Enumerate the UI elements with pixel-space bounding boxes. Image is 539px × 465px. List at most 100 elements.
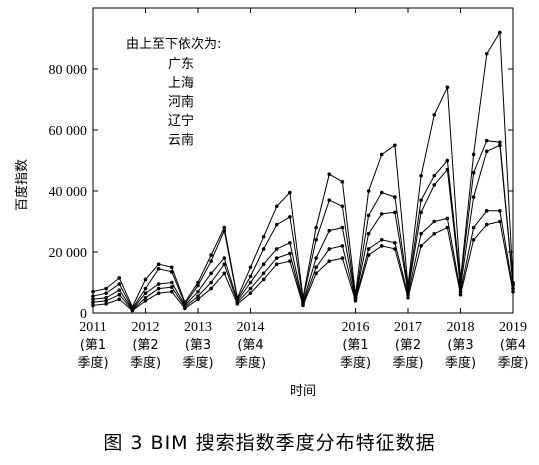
series-point — [274, 262, 279, 267]
series-point — [340, 225, 345, 230]
series-point — [117, 292, 122, 297]
series-point — [222, 228, 227, 233]
series-point — [209, 259, 213, 263]
series-point — [169, 285, 174, 289]
series-point — [445, 216, 450, 221]
series-point — [445, 158, 450, 163]
series-point — [340, 256, 345, 260]
series-point — [379, 212, 384, 216]
x-tick-label: (第3 — [185, 338, 211, 353]
series-point — [261, 271, 266, 276]
series-point — [183, 306, 187, 311]
series-point — [143, 277, 148, 282]
series-point — [261, 262, 266, 267]
series-point — [248, 274, 253, 279]
series-point — [169, 280, 174, 285]
series-point — [261, 277, 266, 282]
series-point — [222, 256, 227, 260]
series-point — [314, 238, 318, 242]
series-point — [419, 198, 423, 202]
series-point — [379, 238, 384, 242]
series-point — [471, 225, 476, 230]
series-point — [393, 247, 397, 251]
series-point — [288, 259, 292, 263]
series-point — [327, 259, 332, 263]
chart-area: 0 20 000 40 000 60 000 80 000 2011 (第1 季度) 2012… — [14, 7, 529, 399]
series-point — [91, 303, 95, 308]
series-point — [432, 219, 437, 224]
series-point — [156, 282, 161, 286]
series-point — [222, 225, 227, 230]
series-point — [419, 231, 423, 236]
series-point — [235, 302, 240, 306]
x-tick-label: 季度) — [235, 355, 266, 371]
series-point — [196, 283, 200, 288]
series-point — [91, 300, 95, 305]
series-point — [419, 244, 423, 248]
series-point — [366, 213, 371, 218]
x-tick-label: 2016 — [342, 320, 370, 335]
series-point — [366, 247, 371, 251]
series-point — [156, 266, 161, 271]
x-tick-label: (第2 — [395, 338, 421, 353]
series-point — [209, 280, 213, 285]
y-tick-label: 60 000 — [49, 124, 88, 139]
series-point — [209, 253, 213, 257]
series-point — [393, 241, 397, 245]
series-point — [104, 302, 108, 306]
series-point — [143, 291, 148, 295]
x-tick-label: (第2 — [132, 338, 158, 353]
series-point — [498, 209, 502, 213]
x-tick-label: (第1 — [342, 338, 368, 353]
series-point — [432, 183, 437, 187]
series-point — [327, 228, 332, 233]
legend-title: 由上至下依次为: — [126, 36, 221, 52]
series-point — [445, 167, 450, 172]
series-point — [393, 143, 397, 148]
series-point — [327, 198, 332, 202]
series-point — [117, 297, 122, 302]
x-axis: 2011 (第1 季度) 2012 (第2 季度) 2013 (第3 季度) 2014 (第4 季度)… — [77, 8, 529, 371]
series-point — [274, 204, 279, 209]
series-point — [498, 219, 502, 224]
series-point — [91, 294, 95, 299]
series-point — [91, 289, 95, 294]
series-point — [104, 299, 108, 303]
series-point — [222, 271, 227, 276]
x-tick-label: 2014 — [237, 320, 265, 335]
plot-area — [92, 7, 514, 314]
y-tick-label: 80 000 — [49, 63, 88, 78]
x-tick-label: 2019 — [499, 320, 527, 335]
series-point — [274, 256, 279, 260]
series-point — [301, 303, 305, 308]
series-point — [393, 195, 397, 199]
series-point — [209, 271, 213, 276]
series-point — [366, 253, 371, 257]
x-tick-label: 季度) — [182, 355, 213, 371]
series-point — [484, 209, 489, 213]
series-point — [471, 238, 476, 242]
series-point — [196, 289, 200, 294]
x-axis-label: 时间 — [290, 384, 316, 399]
series-point — [432, 112, 437, 117]
series-point — [104, 295, 108, 300]
x-tick-label: 季度) — [340, 355, 371, 371]
series-point — [484, 138, 489, 143]
series-point — [366, 231, 371, 236]
series-point — [288, 251, 292, 256]
series-point — [471, 195, 476, 199]
x-tick-label: 2017 — [394, 320, 422, 335]
series-point — [104, 286, 108, 291]
series-point — [117, 282, 122, 286]
x-tick-label: (第3 — [447, 338, 473, 353]
series-point — [445, 225, 450, 230]
legend-entry: 辽宁 — [168, 113, 194, 129]
series-point — [156, 262, 161, 267]
series-point — [471, 170, 476, 175]
y-axis: 0 20 000 40 000 60 000 80 000 — [49, 63, 513, 322]
legend-entry: 上海 — [168, 76, 194, 91]
series-point — [484, 149, 489, 154]
series-point — [169, 289, 174, 294]
series-point — [353, 299, 358, 303]
